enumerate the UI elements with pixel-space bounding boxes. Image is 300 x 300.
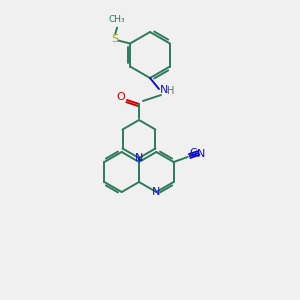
Text: N: N xyxy=(135,153,143,163)
Text: CH₃: CH₃ xyxy=(109,14,125,23)
Text: N: N xyxy=(196,149,205,159)
Text: N: N xyxy=(160,85,168,95)
Text: O: O xyxy=(117,92,125,102)
Text: H: H xyxy=(167,86,175,96)
Text: C: C xyxy=(189,148,196,158)
Text: S: S xyxy=(112,34,118,44)
Text: N: N xyxy=(152,187,160,197)
